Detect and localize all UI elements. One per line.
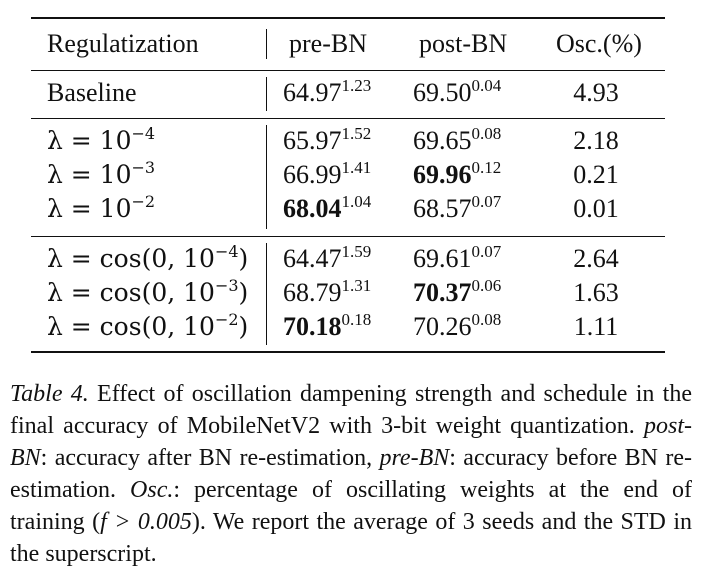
baseline-osc: 4.93 bbox=[573, 78, 619, 107]
header-regularization: Regulatization bbox=[47, 29, 199, 58]
pre-bn-cell: 68.041.04 bbox=[283, 192, 403, 227]
caption-text-2: : accuracy after BN re-estimation, bbox=[40, 445, 380, 471]
std: 1.59 bbox=[341, 242, 372, 261]
std: 0.07 bbox=[471, 192, 502, 211]
lambda-tail: ) bbox=[238, 312, 249, 341]
osc-cell: 1.63 bbox=[573, 278, 619, 307]
value: 64.97 bbox=[283, 78, 342, 107]
group1-rule bbox=[31, 236, 665, 237]
caption-text-5: ). We report the average of 3 seeds and … bbox=[10, 509, 693, 567]
top-rule bbox=[31, 17, 665, 19]
std: 1.31 bbox=[341, 276, 372, 295]
baseline-rule bbox=[31, 118, 665, 119]
post-bn-cell: 70.370.06 bbox=[413, 276, 543, 311]
caption-osc-term: Osc. bbox=[130, 477, 174, 503]
post-bn-cell: 69.960.12 bbox=[413, 158, 543, 193]
osc-cell: 2.64 bbox=[573, 244, 619, 273]
lambda-label: λ = 10−3 bbox=[47, 158, 156, 193]
value: 69.96 bbox=[413, 160, 472, 189]
lambda-tail: ) bbox=[238, 278, 249, 307]
caption-label: Table 4. bbox=[10, 381, 89, 407]
lambda-exponent: −3 bbox=[214, 276, 239, 295]
lambda-exponent: −2 bbox=[214, 310, 239, 329]
std: 0.08 bbox=[471, 124, 502, 143]
pre-bn-cell: 64.471.59 bbox=[283, 242, 403, 277]
caption-text-4: : percentage of oscillating weights at t… bbox=[10, 477, 693, 535]
post-bn-cell: 68.570.07 bbox=[413, 192, 543, 227]
value: 68.57 bbox=[413, 194, 472, 223]
lambda-label: λ = 10−2 bbox=[47, 192, 156, 227]
lambda-base: λ = 10 bbox=[47, 160, 132, 189]
lambda-exponent: −4 bbox=[131, 124, 156, 143]
value: 66.99 bbox=[283, 160, 342, 189]
header-osc: Osc.(%) bbox=[556, 29, 642, 58]
column-separator bbox=[266, 243, 267, 345]
column-separator bbox=[266, 77, 267, 111]
post-bn-cell: 69.610.07 bbox=[413, 242, 543, 277]
value: 68.79 bbox=[283, 278, 342, 307]
pre-bn-cell: 68.791.31 bbox=[283, 276, 403, 311]
lambda-base: λ = 10 bbox=[47, 194, 132, 223]
column-separator bbox=[266, 125, 267, 229]
lambda-exponent: −4 bbox=[214, 242, 239, 261]
value: 64.47 bbox=[283, 244, 342, 273]
baseline-label: Baseline bbox=[47, 78, 137, 107]
caption-text-3: : accuracy before BN re-estimation. bbox=[10, 445, 693, 503]
lambda-base: λ = 10 bbox=[47, 126, 132, 155]
std: 0.18 bbox=[341, 310, 372, 329]
osc-cell: 1.11 bbox=[573, 312, 619, 341]
pre-bn-cell: 65.971.52 bbox=[283, 124, 403, 159]
column-separator bbox=[266, 29, 267, 59]
std: 0.07 bbox=[471, 242, 502, 261]
lambda-base: λ = cos(0, 10 bbox=[47, 312, 215, 341]
lambda-exponent: −3 bbox=[131, 158, 156, 177]
bottom-rule bbox=[31, 351, 665, 353]
value: 69.50 bbox=[413, 78, 472, 107]
value: 70.26 bbox=[413, 312, 472, 341]
lambda-base: λ = cos(0, 10 bbox=[47, 278, 215, 307]
lambda-label: λ = cos(0, 10−2) bbox=[47, 310, 249, 345]
pre-bn-cell: 66.991.41 bbox=[283, 158, 403, 193]
lambda-base: λ = cos(0, 10 bbox=[47, 244, 215, 273]
osc-cell: 0.21 bbox=[573, 160, 619, 189]
std: 1.23 bbox=[341, 76, 372, 95]
header-rule bbox=[31, 70, 665, 71]
std: 0.08 bbox=[471, 310, 502, 329]
baseline-post-bn: 69.500.04 bbox=[413, 76, 543, 111]
table-caption: Table 4. Effect of oscillation dampening… bbox=[10, 378, 692, 570]
pre-bn-cell: 70.180.18 bbox=[283, 310, 403, 345]
lambda-label: λ = 10−4 bbox=[47, 124, 156, 159]
caption-text-1: Effect of oscillation dampening strength… bbox=[10, 381, 692, 439]
value: 70.37 bbox=[413, 278, 472, 307]
osc-cell: 0.01 bbox=[573, 194, 619, 223]
std: 0.06 bbox=[471, 276, 502, 295]
std: 1.04 bbox=[341, 192, 372, 211]
baseline-pre-bn: 64.971.23 bbox=[283, 76, 403, 111]
post-bn-cell: 70.260.08 bbox=[413, 310, 543, 345]
std: 0.12 bbox=[471, 158, 502, 177]
post-bn-cell: 69.650.08 bbox=[413, 124, 543, 159]
value: 69.65 bbox=[413, 126, 472, 155]
std: 1.52 bbox=[341, 124, 372, 143]
osc-cell: 2.18 bbox=[573, 126, 619, 155]
std: 0.04 bbox=[471, 76, 502, 95]
header-pre-bn: pre-BN bbox=[289, 29, 367, 58]
caption-post-bn-term: post-BN bbox=[10, 413, 692, 471]
value: 65.97 bbox=[283, 126, 342, 155]
header-post-bn: post-BN bbox=[419, 29, 508, 58]
value: 70.18 bbox=[283, 312, 342, 341]
value: 68.04 bbox=[283, 194, 342, 223]
lambda-exponent: −2 bbox=[131, 192, 156, 211]
caption-pre-bn-term: pre-BN bbox=[379, 445, 450, 471]
value: 69.61 bbox=[413, 244, 472, 273]
caption-f-expression: f > 0.005 bbox=[100, 509, 192, 535]
lambda-label: λ = cos(0, 10−4) bbox=[47, 242, 249, 277]
lambda-label: λ = cos(0, 10−3) bbox=[47, 276, 249, 311]
lambda-tail: ) bbox=[238, 244, 249, 273]
std: 1.41 bbox=[341, 158, 372, 177]
